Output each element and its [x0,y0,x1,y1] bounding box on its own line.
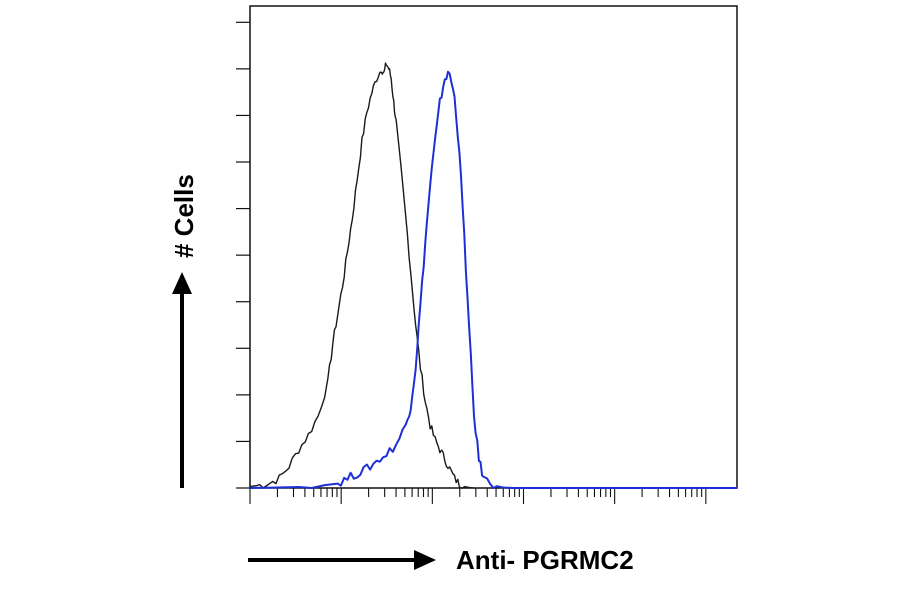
x-axis-label: Anti- PGRMC2 [456,545,634,575]
y-axis-arrow-head [172,272,192,294]
y-axis-label: # Cells [169,174,199,258]
series-line-control [249,62,475,489]
x-axis-arrow-head [414,550,436,570]
series-layer [249,62,737,489]
x-axis-ticks [249,488,707,504]
series-line-antibody [249,70,737,489]
y-axis-ticks [236,21,250,489]
plot-frame [249,5,738,489]
